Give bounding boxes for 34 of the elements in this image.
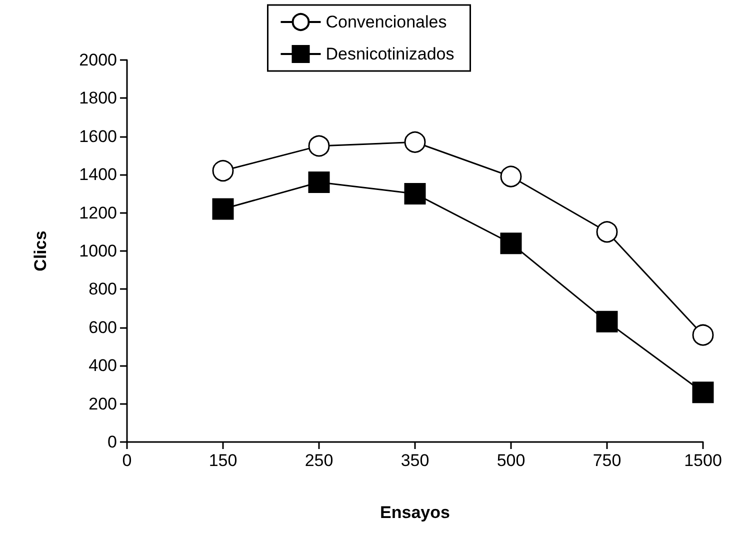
y-tick-label: 1400 <box>79 165 117 184</box>
x-tick-label: 150 <box>208 451 238 470</box>
y-tick-label: 2000 <box>79 50 117 70</box>
point <box>500 232 522 254</box>
x-tick-label: 500 <box>496 451 526 470</box>
y-tick-label: 200 <box>88 394 117 414</box>
x-tick-label: 350 <box>400 451 430 470</box>
y-tick-label: 600 <box>88 318 117 337</box>
y-tick-label: 800 <box>88 280 117 299</box>
point <box>500 166 522 188</box>
x-tick-label: 750 <box>592 451 622 470</box>
point <box>404 131 426 153</box>
point <box>212 198 234 220</box>
point <box>308 135 330 157</box>
point <box>404 182 426 204</box>
point <box>308 171 330 193</box>
x-tick-label: 1500 <box>684 451 722 470</box>
point <box>692 382 714 404</box>
legend-label: Convencionales <box>326 12 447 32</box>
x-tick-label: 0 <box>122 451 132 470</box>
y-tick-label: 1600 <box>79 126 117 146</box>
point <box>596 310 618 332</box>
y-tick-label: 1000 <box>79 242 117 260</box>
point <box>596 221 618 243</box>
x-axis-title: Ensayos <box>380 503 450 522</box>
legend-label: Desnicotinizados <box>326 44 454 64</box>
point <box>692 324 714 346</box>
y-tick-label: 0 <box>108 432 117 452</box>
y-axis-title: Clics <box>31 230 50 272</box>
x-tick-label: 250 <box>304 451 334 470</box>
y-tick-label: 1200 <box>79 203 117 222</box>
point <box>212 160 234 182</box>
y-tick-label: 1800 <box>79 88 117 108</box>
y-tick-label: 400 <box>88 356 117 376</box>
